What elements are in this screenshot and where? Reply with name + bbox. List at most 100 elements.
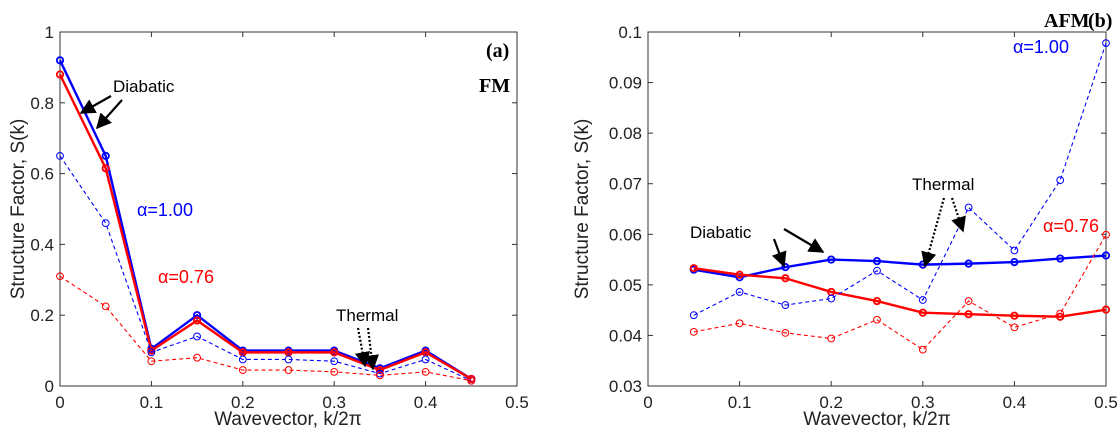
panel-b-thermal-alpha-1-00-line bbox=[693, 42, 1107, 316]
panel-b-diabatic-alpha-0-76-point bbox=[1056, 312, 1065, 321]
panel-a-diabatic-alpha-0-76-point bbox=[55, 70, 65, 79]
panel-b-thermal-alpha-1-00-point bbox=[918, 296, 927, 304]
panel-a-plot-frame bbox=[59, 31, 518, 387]
panel-a-diabatic-arrow-1 bbox=[79, 95, 112, 114]
panel-a-diabatic-alpha-0-76-line bbox=[58, 73, 472, 380]
panel-b-diabatic-alpha-0-76-point bbox=[735, 270, 744, 279]
panel-b-y-tick-label: 0.06 bbox=[609, 225, 642, 244]
panel-b-diabatic-alpha-1-00-line bbox=[693, 254, 1107, 279]
panel-a-x-tick-label: 0.3 bbox=[322, 393, 346, 412]
panel-b-thermal-alpha-0-76-point bbox=[689, 327, 698, 336]
panel-a-thermal-alpha-0-76-line bbox=[59, 275, 472, 382]
panel-b-thermal-alpha-1-00-point bbox=[873, 266, 881, 275]
panel-b-x-tick-label: 0.1 bbox=[728, 393, 752, 412]
panel-a-thermal-alpha-1-00-point bbox=[56, 152, 64, 160]
panel-a-label: (a) bbox=[486, 40, 509, 62]
panel-b-y-tick-label: 0.04 bbox=[609, 326, 642, 345]
panel-b-chart: 0 0.1 0.2 0.3 0.4 0.5 0.03 0.04 0.05 0.06 0.07 0.08… bbox=[572, 10, 1118, 430]
panel-b-diabatic-alpha-0-76-point bbox=[1010, 311, 1019, 320]
panel-b-diabatic-alpha-0-76-point bbox=[872, 296, 882, 306]
panel-a-diabatic-annotation: Diabatic bbox=[113, 77, 175, 96]
panel-a-y-tick-label: 0.4 bbox=[30, 235, 54, 254]
panel-b-thermal-alpha-0-76-point bbox=[1010, 323, 1019, 332]
panel-a-series bbox=[55, 56, 476, 385]
panel-b-diabatic-alpha-1-00-point bbox=[964, 259, 973, 268]
panel-a-thermal-alpha-0-76-point bbox=[193, 353, 202, 362]
panel-a-thermal-alpha-1-00-point bbox=[101, 219, 110, 228]
panel-b-thermal-alpha-1-00-point bbox=[1010, 246, 1019, 255]
panel-b-thermal-alpha-0-76-point bbox=[827, 334, 836, 343]
panel-b-alpha-low-label: α=0.76 bbox=[1043, 216, 1099, 236]
panel-a-thermal-alpha-0-76-point bbox=[101, 302, 110, 311]
panel-b-x-tick-label: 0.2 bbox=[819, 393, 843, 412]
panel-b-alpha-high-label: α=1.00 bbox=[1013, 37, 1069, 57]
panel-a-thermal-alpha-0-76-point bbox=[467, 376, 476, 385]
panel-a-thermal-alpha-1-00-point bbox=[238, 355, 247, 364]
panel-b-thermal-alpha-0-76-line bbox=[693, 234, 1107, 351]
panel-b-diabatic-annotation: Diabatic bbox=[690, 223, 752, 242]
panel-b-thermal-alpha-1-00-point bbox=[964, 203, 973, 212]
panel-b-thermal-alpha-1-00-point bbox=[1056, 176, 1065, 185]
panel-b-y-tick-label: 0.05 bbox=[609, 276, 642, 295]
panel-b-thermal-alpha-0-76-point bbox=[918, 345, 927, 354]
panel-a-thermal-alpha-0-76-point bbox=[376, 371, 384, 380]
panel-a-thermal-alpha-0-76-point bbox=[147, 357, 156, 366]
panel-b-thermal-alpha-0-76-point bbox=[873, 315, 881, 324]
panel-a-x-tick-label: 0 bbox=[55, 393, 64, 412]
panel-b-diabatic-alpha-0-76-point bbox=[918, 308, 927, 317]
panel-b-diabatic-arrow-2 bbox=[783, 228, 825, 253]
panel-b-diabatic-alpha-0-76-line bbox=[693, 266, 1107, 318]
panel-a-alpha-high-label: α=1.00 bbox=[137, 200, 193, 220]
panel-a-diabatic-alpha-0-76-point bbox=[193, 316, 202, 325]
panel-b-y-tick-label: 0.1 bbox=[618, 23, 642, 42]
panel-b-x-tick-label: 0.5 bbox=[1094, 393, 1118, 412]
panel-b-plot-frame bbox=[647, 31, 1107, 387]
panel-b-y-tick-label: 0.07 bbox=[609, 175, 642, 194]
panel-b-x-tick-label: 0 bbox=[643, 393, 652, 412]
panel-b-diabatic-alpha-1-00-point bbox=[1010, 257, 1019, 267]
panel-b-thermal-alpha-0-76-point bbox=[964, 297, 973, 305]
panel-b-thermal-annotation: Thermal bbox=[912, 175, 974, 194]
panel-a-diabatic-alpha-0-76-point bbox=[330, 348, 339, 357]
panel-a-thermal-alpha-0-76-point bbox=[330, 367, 339, 376]
panel-a-diabatic-arrow-2 bbox=[95, 99, 123, 130]
panel-a-chart: 0 0.1 0.2 0.3 0.4 0.5 0 0.2 0.4 0.6 0.8 1 Wavevecto… bbox=[8, 23, 529, 430]
panel-a-thermal-annotation: Thermal bbox=[336, 306, 398, 325]
panel-a-thermal-alpha-1-00-point bbox=[147, 348, 156, 357]
panel-a-x-axis-label: Wavevector, k/2π bbox=[214, 409, 362, 430]
panel-a-x-tick-label: 0.4 bbox=[414, 393, 438, 412]
panel-b-diabatic-alpha-1-00-point bbox=[1056, 254, 1065, 263]
panel-b-diabatic-alpha-0-76-point bbox=[964, 310, 973, 319]
panel-b-thermal-alpha-0-76-point bbox=[735, 319, 744, 328]
panel-b-thermal-alpha-0-76-point bbox=[1056, 309, 1065, 318]
panel-b-thermal-alpha-1-00-point bbox=[827, 294, 836, 303]
panel-b-phase-label: AFM bbox=[1044, 10, 1090, 32]
panel-a-alpha-low-label: α=0.76 bbox=[158, 267, 214, 287]
panel-a-diabatic-alpha-1-00-line bbox=[58, 59, 472, 380]
panel-a-diabatic-alpha-0-76-point bbox=[101, 164, 110, 173]
panel-a-thermal-alpha-0-76-point bbox=[284, 366, 293, 374]
panel-a-thermal-alpha-0-76-point bbox=[238, 366, 247, 374]
panel-b-y-tick-label: 0.03 bbox=[609, 377, 642, 396]
panel-b-diabatic-alpha-0-76-point bbox=[689, 264, 698, 273]
panel-a-y-tick-label: 0.2 bbox=[30, 306, 54, 325]
panel-b-thermal-alpha-1-00-point bbox=[689, 311, 698, 320]
panel-a-y-tick-label: 1 bbox=[45, 23, 54, 42]
panel-b-y-axis-label: Structure Factor, S(k) bbox=[572, 119, 593, 300]
panel-b-x-tick-label: 0.4 bbox=[1003, 393, 1027, 412]
panel-a-diabatic-alpha-1-00-point bbox=[193, 311, 202, 320]
panel-b-diabatic-alpha-1-00-point bbox=[872, 256, 882, 266]
panel-a-y-axis-label: Structure Factor, S(k) bbox=[8, 119, 29, 300]
panel-a-diabatic-alpha-1-00-point bbox=[55, 56, 65, 65]
panel-b-thermal-alpha-0-76-point bbox=[781, 329, 790, 337]
panel-a-thermal-alpha-1-00-point bbox=[284, 355, 293, 364]
panel-b-thermal-alpha-1-00-point bbox=[1102, 39, 1110, 48]
panel-b-diabatic-alpha-1-00-point bbox=[827, 255, 836, 264]
panel-b-diabatic-alpha-0-76-point bbox=[1101, 305, 1111, 314]
panel-a-thermal-alpha-0-76-point bbox=[56, 272, 64, 281]
panel-a-x-tick-label: 0.2 bbox=[231, 393, 255, 412]
panel-b-diabatic-alpha-0-76-point bbox=[781, 274, 790, 283]
panel-a-thermal-alpha-1-00-point bbox=[193, 332, 202, 341]
panel-b-label: (b) bbox=[1088, 10, 1112, 32]
